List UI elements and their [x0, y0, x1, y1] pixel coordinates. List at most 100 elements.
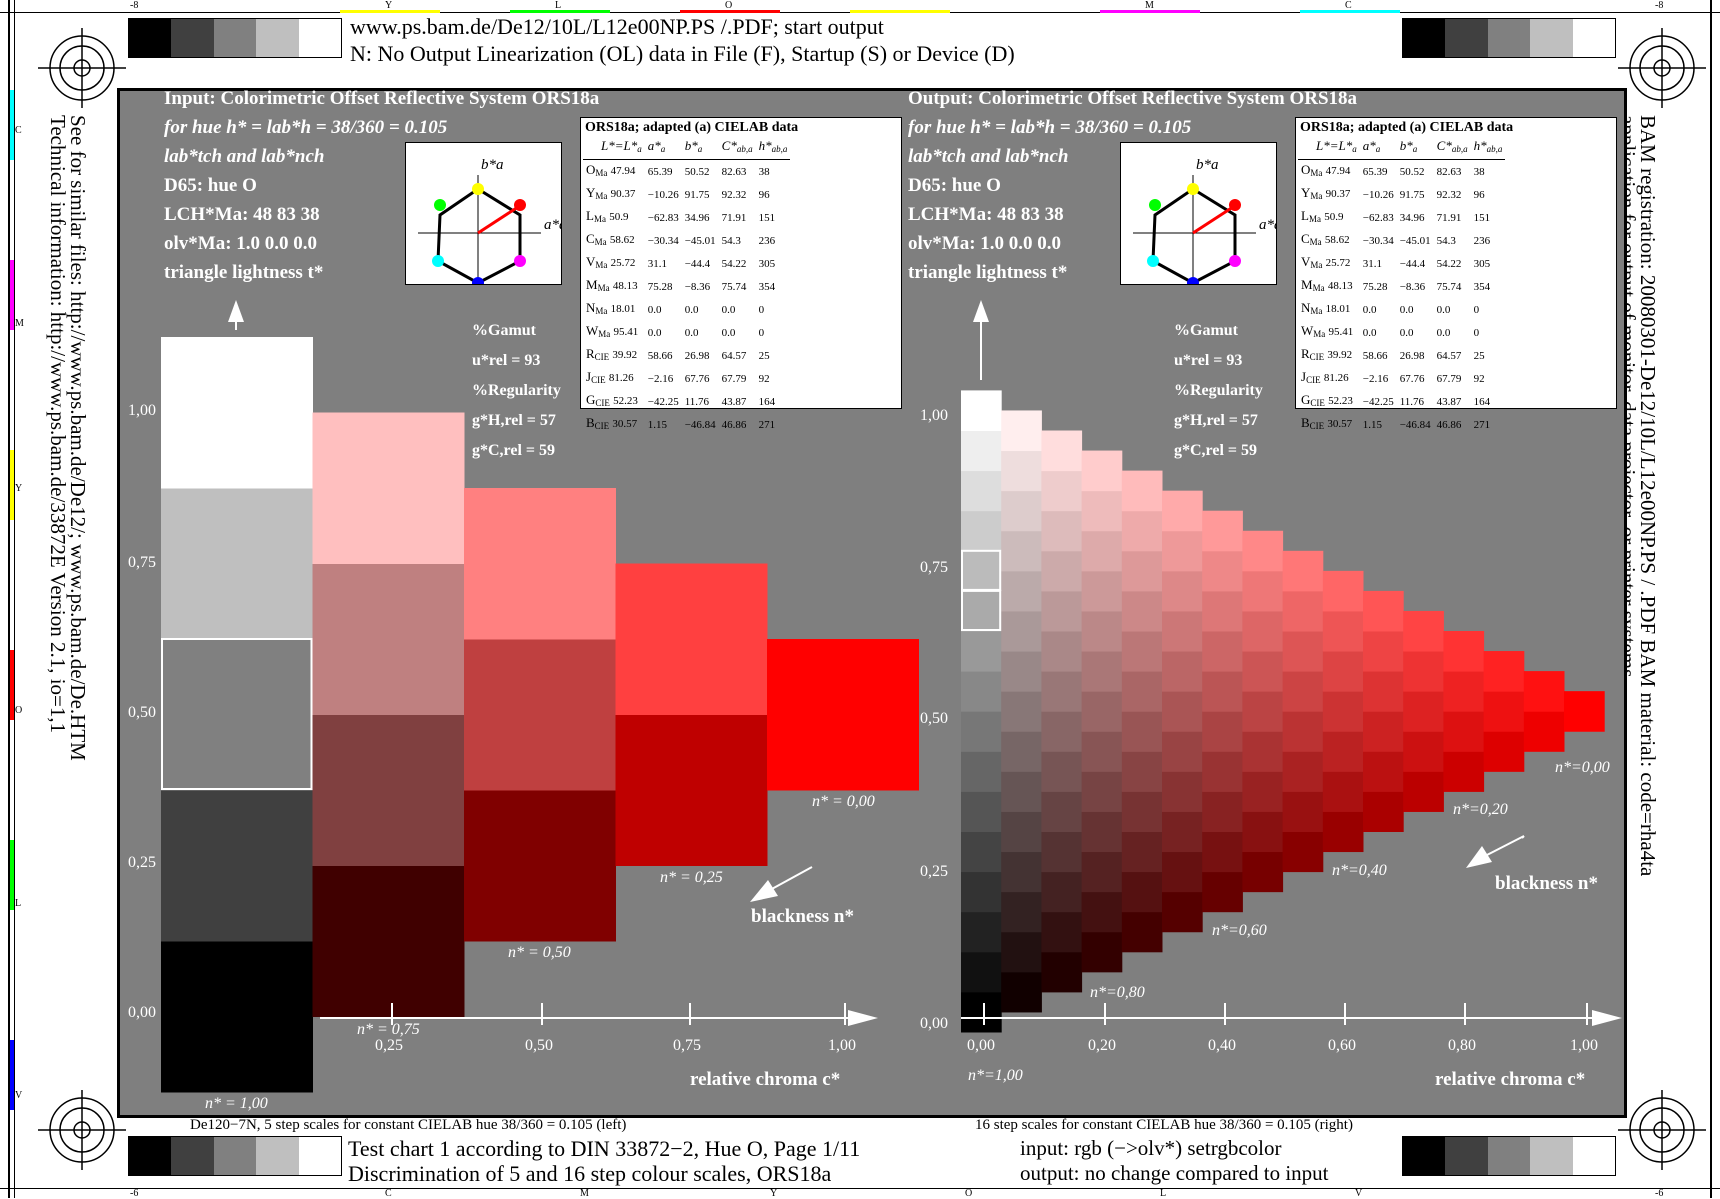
scale-cell [1041, 631, 1083, 672]
registration-target-top-left [38, 28, 126, 108]
right-line-2: D65: hue O [908, 175, 1001, 196]
scale-cell [961, 631, 1002, 672]
x-axis-arrow [1592, 1010, 1622, 1026]
gray-strip-swatch [1487, 19, 1531, 57]
scale-cell [1282, 631, 1324, 672]
scale-cell [1081, 530, 1123, 572]
scale-cell [1443, 751, 1485, 792]
scale-cell [961, 430, 1002, 472]
scale-cell [1322, 811, 1364, 853]
scale-cell [1041, 911, 1083, 953]
scale-cell [1202, 751, 1243, 792]
scale-cell [312, 412, 465, 564]
scale-cell [1081, 811, 1123, 853]
scale-cell [1041, 951, 1083, 993]
scale-cell [1363, 631, 1404, 672]
lab-table-row: YMa 90.37 −10.26 91.75 92.32 96 [586, 185, 770, 201]
frame-line-left [8, 0, 10, 1198]
left-title: Input: Colorimetric Offset Reflective Sy… [164, 88, 600, 109]
scale-cell [961, 470, 1002, 512]
left-line-3: LCH*Ma: 48 83 38 [164, 204, 320, 225]
scale-cell [161, 790, 313, 942]
left-line-5: triangle lightness t* [164, 262, 324, 283]
hue-dot [434, 199, 446, 211]
left-line-4: olv*Ma: 1.0 0.0 0.0 [164, 233, 318, 254]
hue-dot [1187, 183, 1199, 195]
hue-diagram-left: b*a a*a [405, 142, 567, 289]
header-line-1: www.ps.bam.de/De12/10L/L12e00NP.PS /.PDF… [350, 14, 884, 39]
left-gamut-4: g*H,rel = 57 [472, 412, 556, 429]
scale-cell [1363, 671, 1404, 712]
scale-cell [1322, 731, 1364, 772]
hue-vector [477, 205, 519, 235]
lab-table-row: MMa 48.13 75.28 −8.36 75.74 354 [586, 277, 776, 293]
gray-strip-swatch [1487, 1137, 1531, 1175]
gray-strip-swatch [213, 1137, 257, 1175]
scale-cell [1202, 550, 1243, 592]
scale-cell-outline [161, 638, 313, 790]
scale-cell [1363, 711, 1404, 752]
lab-table-row: BCIE 30.57 1.15 −46.84 46.86 271 [586, 415, 776, 431]
scale-cell [1443, 711, 1485, 752]
hue-dot [1147, 255, 1159, 267]
y-tick-label: 0,25 [128, 854, 156, 871]
scale-cell [1121, 911, 1163, 953]
gray-strip-swatch [129, 1137, 172, 1175]
hue-dot [514, 199, 526, 211]
x-tick-label: 0,75 [673, 1037, 701, 1054]
x-tick-label: 0,25 [375, 1037, 403, 1054]
scale-cell [1041, 470, 1083, 512]
scale-cell [1081, 450, 1123, 492]
scale-cell [1081, 771, 1123, 812]
hue-dot [432, 255, 444, 267]
scale-cell [767, 639, 919, 791]
gray-strip-swatch [298, 19, 341, 57]
scale-cell [1242, 771, 1284, 812]
lab-table-row: NMa 18.01 0.0 0.0 0.0 0 [586, 300, 765, 316]
gray-strip-swatch [1530, 19, 1573, 57]
scale-cell [1242, 691, 1284, 732]
scale-cell [1121, 751, 1163, 792]
x-tick-label: 0,40 [1208, 1037, 1236, 1054]
scale-cell [1081, 891, 1123, 933]
scale-cell [961, 751, 1002, 792]
scale-cell [1121, 550, 1163, 592]
lab-col-header: L*=L*a [601, 138, 642, 154]
lightness-arrow-head [973, 300, 989, 322]
lab-col-header: b*a [684, 138, 703, 154]
scale-cell [1282, 590, 1324, 632]
n-label: n*=0,40 [1332, 862, 1387, 879]
lab-table-row: CMa 58.62 −30.34 −45.01 54.3 236 [586, 231, 776, 247]
left-gamut-1: %Gamut [472, 322, 536, 339]
n-label: n* = 1,00 [205, 1095, 268, 1112]
scale-cell [1162, 691, 1203, 732]
scale-cell [1121, 831, 1163, 873]
scale-cell [1282, 711, 1324, 752]
left-gamut-2: u*rel = 93 [472, 352, 541, 369]
scale-cell [1081, 691, 1123, 732]
scale-cell [1242, 811, 1284, 853]
right-gamut-2: u*rel = 93 [1174, 352, 1243, 369]
right-line-5: triangle lightness t* [908, 262, 1068, 283]
y-tick-label: 0,00 [128, 1004, 156, 1021]
scale-cell [1041, 510, 1083, 552]
scale-cell [1242, 610, 1284, 652]
b-axis-label: b*a [481, 157, 504, 173]
n-label: n*=0,20 [1453, 801, 1508, 818]
scale-cell [464, 488, 616, 640]
scale-cell [1001, 490, 1042, 532]
scale-cell [961, 951, 1002, 993]
scale-cell [961, 590, 1002, 632]
scale-cell [961, 671, 1002, 712]
lab-table-row: LMa 50.9 −62.83 34.96 71.91 151 [586, 208, 776, 224]
scale-cell [1162, 530, 1203, 572]
scale-cell [961, 550, 1002, 592]
scale-cell [161, 488, 313, 640]
scale-cell [1202, 831, 1243, 873]
y-tick-label: 0,25 [920, 863, 948, 880]
scale-cell [1001, 651, 1042, 692]
hue-dot [514, 255, 526, 267]
scale-cell [1282, 550, 1324, 592]
gray-strip-swatch [213, 19, 257, 57]
